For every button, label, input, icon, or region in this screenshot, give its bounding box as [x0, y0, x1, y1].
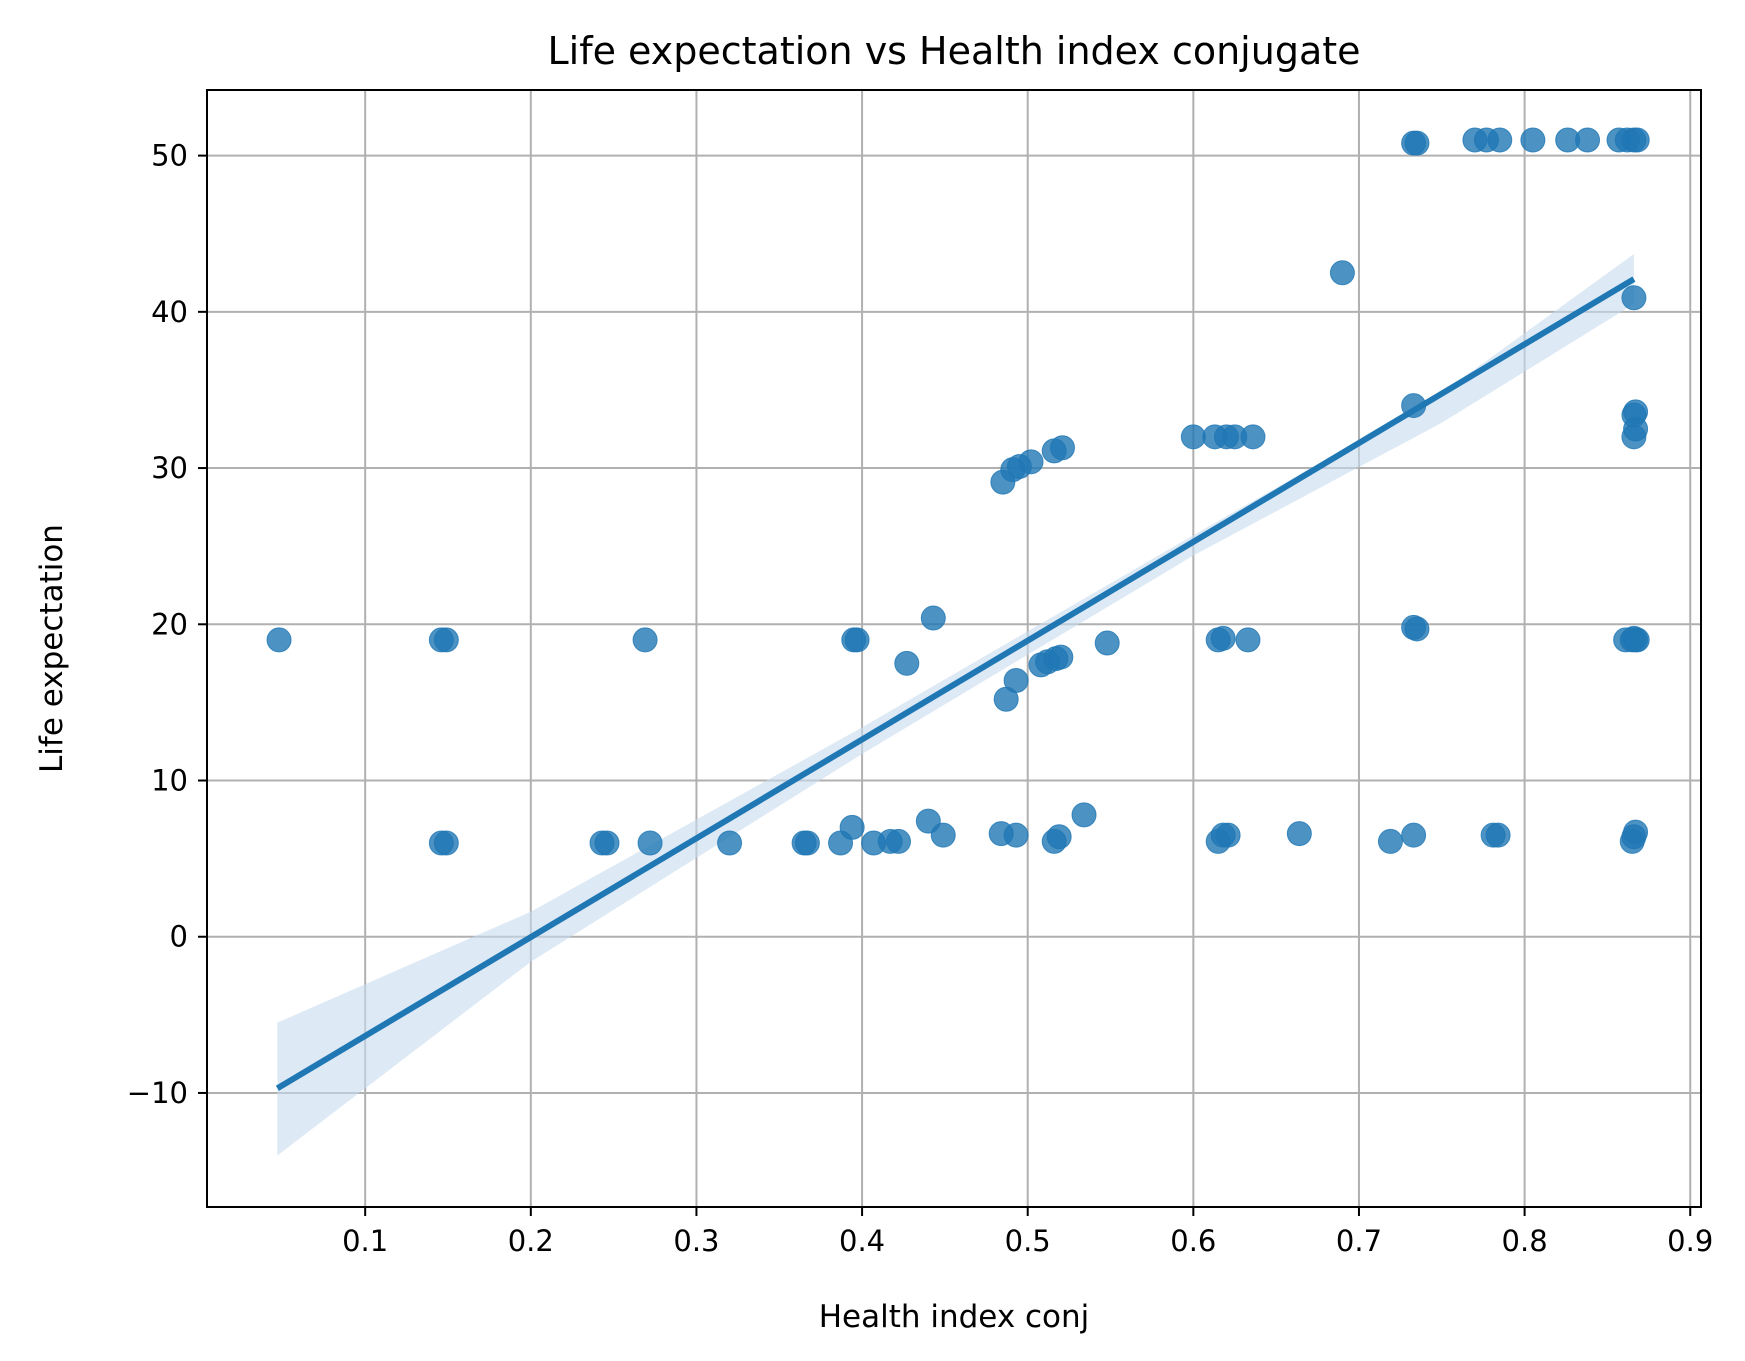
- data-point: [894, 650, 920, 676]
- data-point: [839, 814, 865, 840]
- x-axis-label: Health index conj: [819, 1299, 1090, 1335]
- y-tick-label: 20: [151, 607, 188, 641]
- x-tick-label: 0.8: [1502, 1224, 1548, 1258]
- data-point: [717, 830, 743, 856]
- x-tick-label: 0.6: [1170, 1224, 1216, 1258]
- data-point: [1003, 822, 1029, 848]
- x-tick-label: 0.2: [508, 1224, 554, 1258]
- y-tick-label: −10: [127, 1076, 188, 1110]
- data-point: [1623, 399, 1649, 425]
- data-point: [1485, 822, 1511, 848]
- data-point: [1003, 668, 1029, 694]
- x-tick-label: 0.4: [839, 1224, 885, 1258]
- data-point: [1621, 285, 1647, 311]
- data-point: [1404, 616, 1430, 642]
- data-point: [1049, 435, 1075, 461]
- data-point: [1623, 819, 1649, 845]
- data-point: [1071, 802, 1097, 828]
- y-axis-label: Life expectation: [34, 524, 70, 773]
- confidence-band: [277, 254, 1634, 1156]
- data-point: [1404, 130, 1430, 156]
- y-tick-label: 40: [151, 295, 188, 329]
- y-tick-label: 50: [151, 139, 188, 173]
- data-point: [632, 627, 658, 653]
- data-point: [844, 627, 870, 653]
- x-tick-label: 0.3: [673, 1224, 719, 1258]
- data-point: [1624, 627, 1650, 653]
- x-axis-ticks: 0.1 0.2 0.3 0.4 0.5 0.6 0.7 0.8 0.9: [342, 1207, 1713, 1258]
- data-point: [433, 627, 459, 653]
- data-point: [1520, 127, 1546, 153]
- grid-lines: [207, 90, 1701, 1207]
- regression-line: [275, 276, 1636, 1091]
- data-point: [1624, 127, 1650, 153]
- y-axis-ticks: −10 0 10 20 30 40 50: [127, 139, 207, 1110]
- data-point: [1235, 627, 1261, 653]
- data-point: [1401, 822, 1427, 848]
- data-point: [1210, 625, 1236, 651]
- data-point: [1286, 821, 1312, 847]
- chart-title: Life expectation vs Health index conjuga…: [547, 29, 1360, 73]
- data-point: [1180, 424, 1206, 450]
- x-tick-label: 0.7: [1336, 1224, 1382, 1258]
- data-point: [1215, 822, 1241, 848]
- x-tick-label: 0.9: [1667, 1224, 1713, 1258]
- y-tick-label: 30: [151, 451, 188, 485]
- y-tick-label: 0: [170, 920, 188, 954]
- data-point: [930, 822, 956, 848]
- data-point: [1240, 424, 1266, 450]
- y-tick-label: 10: [151, 764, 188, 798]
- data-point: [1377, 828, 1403, 854]
- data-point: [266, 627, 292, 653]
- data-point: [1094, 630, 1120, 656]
- data-point: [433, 830, 459, 856]
- data-points: [266, 127, 1650, 856]
- data-point: [1329, 260, 1355, 286]
- plot-frame: [206, 89, 1702, 1208]
- data-point: [920, 605, 946, 631]
- data-point: [1048, 644, 1074, 670]
- data-point: [1046, 824, 1072, 850]
- data-point: [637, 830, 663, 856]
- x-tick-label: 0.5: [1005, 1224, 1051, 1258]
- data-point: [1575, 127, 1601, 153]
- data-point: [1487, 127, 1513, 153]
- data-point: [594, 830, 620, 856]
- data-point: [794, 830, 820, 856]
- data-point: [1018, 449, 1044, 475]
- x-tick-label: 0.1: [342, 1224, 388, 1258]
- data-point: [886, 828, 912, 854]
